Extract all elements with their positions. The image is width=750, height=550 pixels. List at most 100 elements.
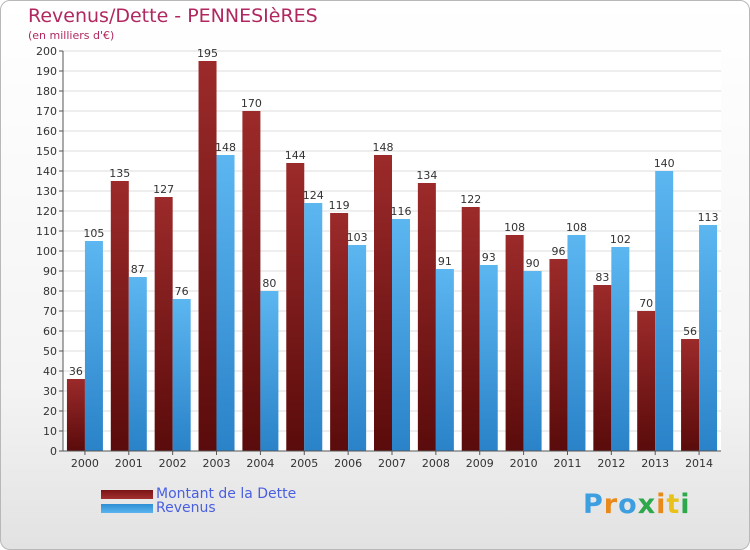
data-label-revenus: 93 (482, 251, 496, 264)
x-tick-label: 2005 (290, 457, 318, 470)
legend-label-revenus: Revenus (156, 500, 216, 516)
logo-letter: o (618, 489, 638, 520)
bar-revenus (523, 271, 542, 451)
bar-dette (286, 163, 305, 451)
y-tick-label: 190 (36, 65, 57, 78)
y-tick-label: 180 (36, 85, 57, 98)
logo-letter: i (656, 489, 667, 520)
logo-letter: P (583, 489, 604, 520)
bar-revenus (655, 171, 674, 451)
bar-dette (198, 61, 217, 451)
bar-dette (593, 285, 612, 451)
data-label-dette: 170 (241, 97, 262, 110)
bar-revenus (304, 203, 323, 451)
bar-dette (66, 379, 85, 451)
data-label-dette: 122 (460, 193, 481, 206)
data-label-dette: 134 (416, 169, 437, 182)
x-tick-label: 2011 (553, 457, 581, 470)
bar-dette (154, 197, 173, 451)
y-tick-label: 80 (43, 285, 57, 298)
chart-subtitle: (en milliers d'€) (28, 29, 115, 42)
y-tick-label: 130 (36, 185, 57, 198)
data-label-dette: 108 (504, 221, 525, 234)
bar-dette (461, 207, 480, 451)
data-label-dette: 148 (373, 141, 394, 154)
bar-revenus (216, 155, 235, 451)
logo-letter: i (680, 489, 691, 520)
logo-letter: t (666, 489, 681, 520)
bar-revenus (611, 247, 630, 451)
x-tick-label: 2002 (159, 457, 187, 470)
x-tick-label: 2012 (597, 457, 625, 470)
x-tick-label: 2007 (378, 457, 406, 470)
data-label-revenus: 124 (303, 189, 324, 202)
data-label-dette: 195 (197, 47, 218, 60)
y-tick-label: 40 (43, 365, 57, 378)
data-label-dette: 96 (551, 245, 565, 258)
data-label-revenus: 113 (698, 211, 719, 224)
legend-label-dette: Montant de la Dette (156, 486, 297, 502)
data-label-revenus: 91 (438, 255, 452, 268)
bar-revenus (348, 245, 367, 451)
x-tick-label: 2006 (334, 457, 362, 470)
y-tick-label: 20 (43, 405, 57, 418)
data-label-dette: 144 (285, 149, 306, 162)
x-tick-label: 2014 (685, 457, 713, 470)
bar-dette (637, 311, 656, 451)
y-tick-label: 60 (43, 325, 57, 338)
y-tick-label: 90 (43, 265, 57, 278)
data-label-revenus: 80 (262, 277, 276, 290)
data-label-dette: 119 (329, 199, 350, 212)
bar-dette (242, 111, 261, 451)
x-tick-label: 2003 (203, 457, 231, 470)
data-label-revenus: 76 (175, 285, 189, 298)
data-label-revenus: 102 (610, 233, 631, 246)
bar-revenus (479, 265, 498, 451)
data-label-dette: 36 (69, 365, 83, 378)
legend-swatch-dette (101, 490, 153, 499)
data-label-revenus: 108 (566, 221, 587, 234)
bar-dette (110, 181, 129, 451)
y-tick-label: 0 (50, 445, 57, 458)
bar-revenus (172, 299, 191, 451)
chart-title: Revenus/Dette - PENNESIèRES (28, 5, 318, 27)
y-tick-label: 10 (43, 425, 57, 438)
bar-revenus (84, 241, 103, 451)
bar-revenus (435, 269, 454, 451)
bar-revenus (567, 235, 586, 451)
bar-dette (549, 259, 568, 451)
legend-swatch-revenus (101, 504, 153, 513)
y-tick-label: 160 (36, 125, 57, 138)
y-tick-label: 170 (36, 105, 57, 118)
data-label-dette: 56 (683, 325, 697, 338)
data-label-revenus: 140 (654, 157, 675, 170)
y-tick-label: 30 (43, 385, 57, 398)
x-tick-label: 2000 (71, 457, 99, 470)
data-label-dette: 70 (639, 297, 653, 310)
y-tick-label: 200 (36, 45, 57, 58)
y-tick-label: 110 (36, 225, 57, 238)
y-tick-label: 150 (36, 145, 57, 158)
bar-dette (417, 183, 436, 451)
bar-revenus (260, 291, 279, 451)
bar-revenus (699, 225, 718, 451)
y-tick-label: 100 (36, 245, 57, 258)
proxiti-logo: Proxiti (583, 489, 691, 520)
bar-revenus (128, 277, 147, 451)
y-tick-label: 140 (36, 165, 57, 178)
bar-revenus (392, 219, 410, 451)
x-tick-label: 2004 (246, 457, 274, 470)
data-label-revenus: 90 (526, 257, 540, 270)
bar-dette (681, 339, 700, 451)
data-label-revenus: 87 (131, 263, 145, 276)
logo-letter: r (603, 489, 619, 520)
data-label-revenus: 105 (83, 227, 104, 240)
bar-dette (505, 235, 524, 451)
bar-dette (374, 155, 392, 451)
data-label-revenus: 116 (391, 205, 412, 218)
x-tick-label: 2010 (510, 457, 538, 470)
y-tick-label: 50 (43, 345, 57, 358)
bar-dette (330, 213, 349, 451)
